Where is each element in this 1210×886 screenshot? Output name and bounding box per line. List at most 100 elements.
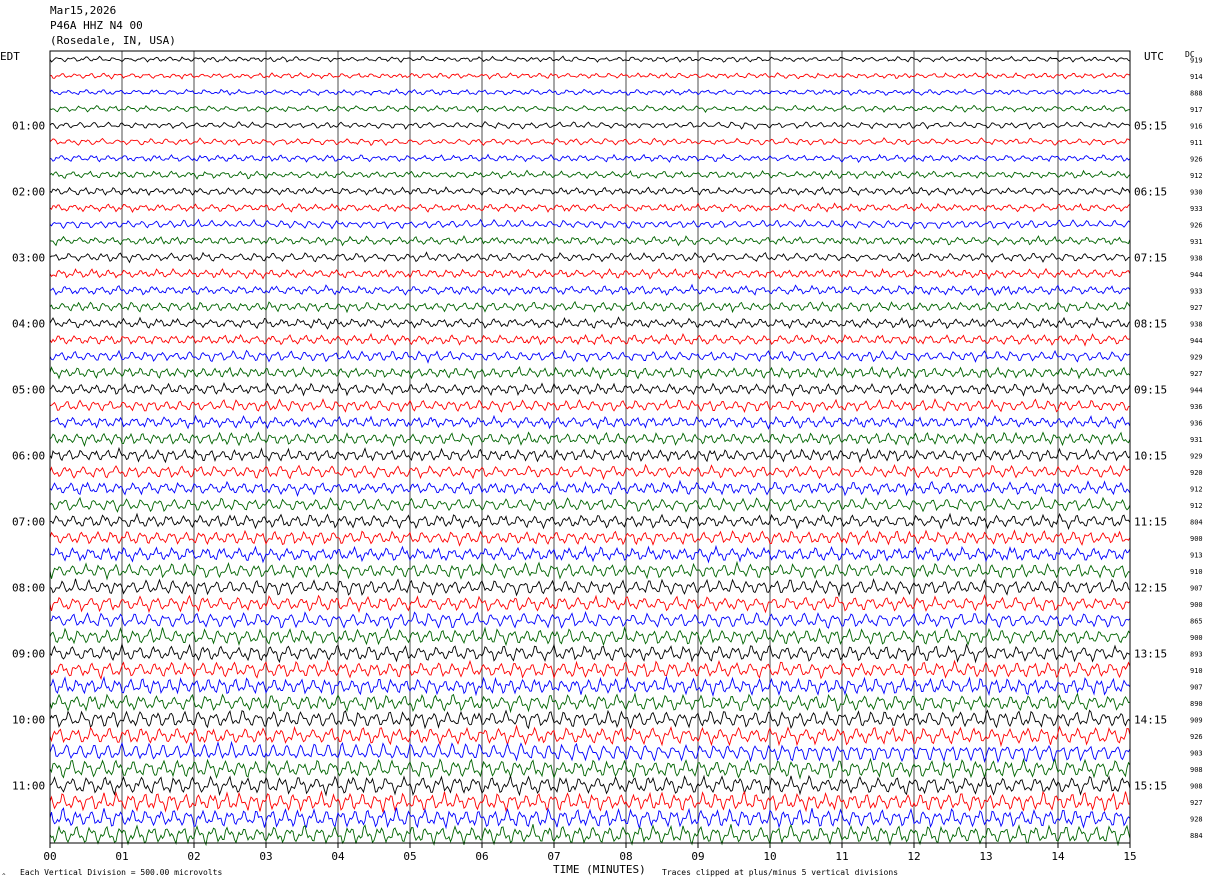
right-hour-label: 07:15 bbox=[1134, 251, 1167, 264]
seismic-trace bbox=[49, 121, 1131, 130]
dc-offset-value: 912 bbox=[1190, 502, 1203, 510]
dc-offset-value: 926 bbox=[1190, 221, 1203, 229]
seismic-trace bbox=[49, 267, 1131, 281]
dc-offset-value: 884 bbox=[1190, 832, 1203, 840]
seismic-trace bbox=[49, 300, 1131, 314]
seismic-trace bbox=[49, 560, 1131, 581]
dc-offset-value: 938 bbox=[1190, 320, 1203, 328]
left-hour-label: 06:00 bbox=[12, 449, 45, 462]
seismic-trace bbox=[49, 675, 1131, 698]
right-hour-label: 15:15 bbox=[1134, 779, 1167, 792]
right-hour-label: 06:15 bbox=[1134, 185, 1167, 198]
dc-offset-value: 900 bbox=[1190, 601, 1203, 609]
right-hour-label: 13:15 bbox=[1134, 647, 1167, 660]
dc-offset-value: 909 bbox=[1190, 716, 1203, 724]
seismic-trace bbox=[49, 479, 1131, 498]
dc-offset-value: 938 bbox=[1190, 254, 1203, 262]
seismic-trace bbox=[49, 88, 1131, 96]
x-axis-label: TIME (MINUTES) bbox=[553, 863, 646, 876]
x-tick-label: 14 bbox=[1051, 850, 1065, 863]
seismic-trace bbox=[49, 398, 1131, 414]
left-hour-label: 03:00 bbox=[12, 251, 45, 264]
dc-offset-value: 910 bbox=[1190, 667, 1203, 675]
dc-offset-value: 926 bbox=[1190, 155, 1203, 163]
x-tick-label: 00 bbox=[43, 850, 56, 863]
dc-offset-value: 926 bbox=[1190, 733, 1203, 741]
seismic-trace bbox=[49, 283, 1131, 297]
dc-offset-value: 944 bbox=[1190, 386, 1203, 394]
dc-offset-value: 907 bbox=[1190, 683, 1203, 691]
x-tick-label: 09 bbox=[691, 850, 704, 863]
seismic-trace bbox=[49, 774, 1131, 797]
dc-offset-value: 927 bbox=[1190, 370, 1203, 378]
dc-offset-value: 929 bbox=[1190, 452, 1203, 460]
x-tick-label: 13 bbox=[979, 850, 992, 863]
x-tick-label: 05 bbox=[403, 850, 416, 863]
right-hour-label: 09:15 bbox=[1134, 383, 1167, 396]
dc-offset-value: 911 bbox=[1190, 139, 1203, 147]
right-hour-label: 11:15 bbox=[1134, 515, 1167, 528]
seismic-trace bbox=[49, 578, 1131, 598]
dc-offset-value: 933 bbox=[1190, 205, 1203, 213]
x-tick-label: 12 bbox=[907, 850, 920, 863]
footer-small-mark: ^ bbox=[2, 873, 6, 880]
seismic-trace bbox=[49, 218, 1131, 230]
right-hour-label: 05:15 bbox=[1134, 119, 1167, 132]
x-tick-label: 01 bbox=[115, 850, 128, 863]
left-hour-label: 01:00 bbox=[12, 119, 45, 132]
left-hour-label: 10:00 bbox=[12, 713, 45, 726]
dc-offset-value: 908 bbox=[1190, 766, 1203, 774]
seismic-trace bbox=[49, 104, 1130, 113]
seismic-trace bbox=[49, 757, 1131, 780]
dc-offset-value: 888 bbox=[1190, 89, 1203, 97]
seismic-trace bbox=[49, 446, 1131, 464]
seismic-trace bbox=[49, 790, 1130, 813]
dc-offset-value: 927 bbox=[1190, 799, 1203, 807]
x-tick-label: 08 bbox=[619, 850, 632, 863]
seismic-trace bbox=[49, 496, 1131, 513]
dc-offset-value: 927 bbox=[1190, 304, 1203, 312]
seismic-trace bbox=[49, 72, 1131, 80]
right-hour-label: 08:15 bbox=[1134, 317, 1167, 330]
seismic-trace bbox=[49, 169, 1131, 180]
x-tick-label: 07 bbox=[547, 850, 560, 863]
seismic-trace bbox=[49, 316, 1131, 330]
seismic-trace bbox=[49, 642, 1131, 664]
seismic-trace bbox=[49, 512, 1131, 531]
dc-offset-value: 804 bbox=[1190, 518, 1203, 526]
left-hour-label: 08:00 bbox=[12, 581, 45, 594]
dc-offset-value: 929 bbox=[1190, 353, 1203, 361]
x-tick-label: 02 bbox=[187, 850, 200, 863]
seismic-trace bbox=[49, 332, 1131, 347]
seismic-trace bbox=[49, 365, 1131, 380]
dc-offset-value: 931 bbox=[1190, 436, 1203, 444]
right-hour-label: 12:15 bbox=[1134, 581, 1167, 594]
x-tick-label: 06 bbox=[475, 850, 488, 863]
seismic-trace bbox=[49, 463, 1131, 481]
dc-offset-value: 893 bbox=[1190, 650, 1203, 658]
left-hour-label: 05:00 bbox=[12, 383, 45, 396]
dc-offset-value: 913 bbox=[1190, 551, 1203, 559]
seismic-trace bbox=[49, 251, 1131, 264]
header-location: (Rosedale, IN, USA) bbox=[50, 34, 176, 47]
dc-offset-value: 933 bbox=[1190, 287, 1203, 295]
left-hour-label: 07:00 bbox=[12, 515, 45, 528]
seismic-trace bbox=[49, 807, 1131, 830]
seismic-trace bbox=[49, 659, 1131, 680]
seismic-trace bbox=[49, 137, 1131, 147]
footer-scale-note: Each Vertical Division = 500.00 microvol… bbox=[20, 868, 222, 877]
x-tick-label: 15 bbox=[1123, 850, 1136, 863]
dc-offset-value: 919 bbox=[1190, 56, 1203, 64]
dc-offset-value: 928 bbox=[1190, 815, 1203, 823]
dc-offset-value: 936 bbox=[1190, 419, 1203, 427]
dc-label: DC bbox=[1185, 50, 1195, 59]
dc-offset-value: 865 bbox=[1190, 617, 1203, 625]
x-tick-label: 04 bbox=[331, 850, 345, 863]
header-date: Mar15,2026 bbox=[50, 4, 117, 17]
left-hour-label: 02:00 bbox=[12, 185, 45, 198]
seismic-trace bbox=[49, 431, 1131, 448]
dc-offset-value: 914 bbox=[1190, 73, 1203, 81]
dc-offset-value: 910 bbox=[1190, 568, 1203, 576]
dc-offset-value: 903 bbox=[1190, 749, 1203, 757]
